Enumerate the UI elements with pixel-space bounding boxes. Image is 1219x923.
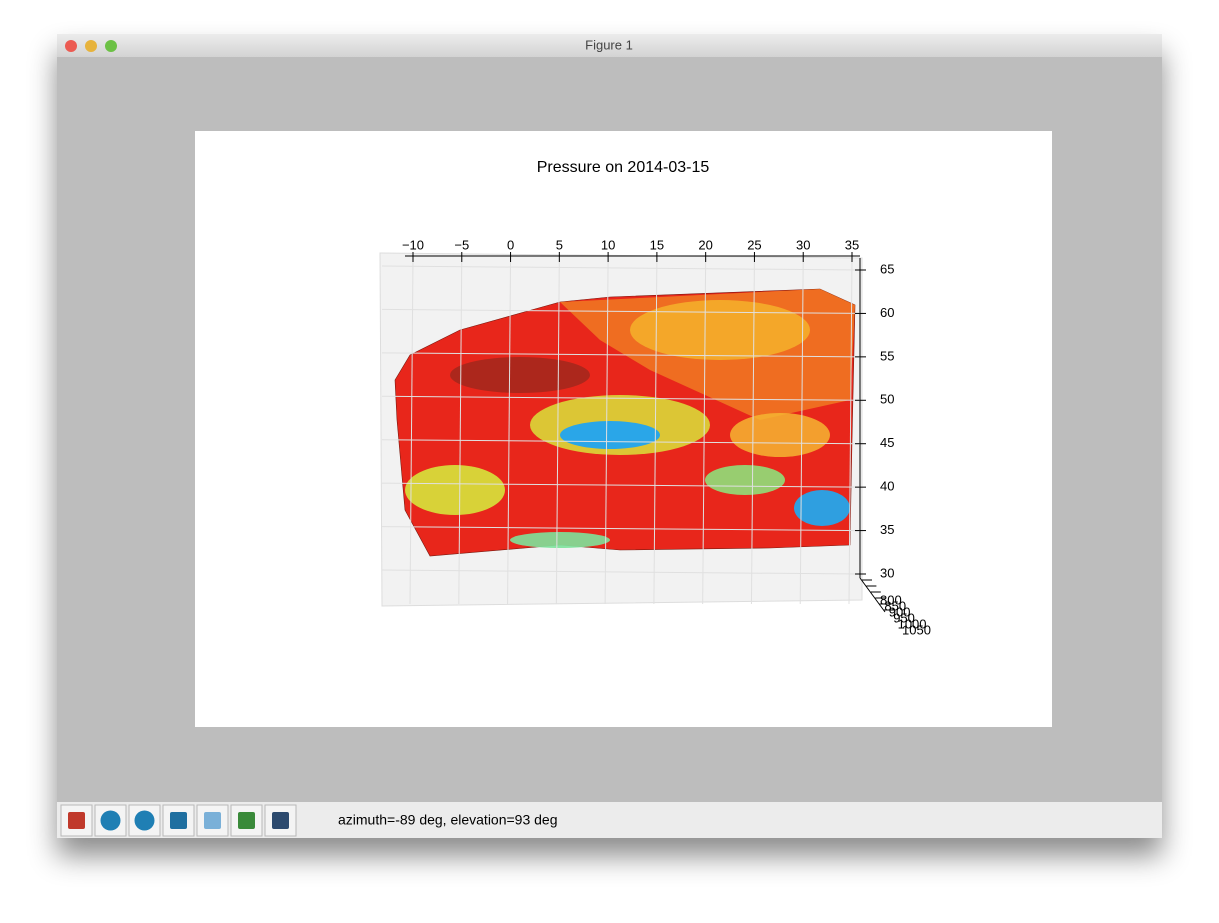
close-button[interactable] (65, 40, 77, 52)
x-tick-label: −5 (454, 237, 469, 252)
surface-patch (730, 413, 830, 457)
minimize-button[interactable] (85, 40, 97, 52)
grid-line (381, 308, 861, 314)
y-tick-label: 55 (880, 348, 894, 363)
z-tick-label: 1050 (902, 622, 931, 637)
surface-patch (630, 300, 810, 360)
button-icon (100, 810, 121, 831)
grid-line (799, 257, 804, 605)
y-tick-label: 35 (880, 522, 894, 537)
window-title: Figure 1 (585, 37, 633, 52)
button-icon (134, 810, 155, 831)
grid-line (653, 257, 658, 605)
save-button[interactable] (264, 804, 297, 837)
x-tick-label: 30 (796, 237, 810, 252)
grid-line (381, 352, 861, 358)
y-tick-label: 45 (880, 435, 894, 450)
surface-patch (794, 490, 850, 526)
y-tick-label: 30 (880, 565, 894, 580)
button-icon (272, 812, 289, 829)
z-tick-label: 950 (893, 610, 915, 625)
figure-title: Pressure on 2014-03-15 (537, 159, 710, 176)
x-tick-label: 20 (698, 237, 712, 252)
grid-line (381, 265, 861, 271)
button-icon (170, 812, 187, 829)
x-tick-label: 15 (650, 237, 664, 252)
window: Figure 1 Pressure on 2014-03-15 −10 −5 0 5 1… (57, 34, 1162, 838)
z-tick-label: 1000 (898, 616, 927, 631)
button-icon (238, 812, 255, 829)
surface-patch (705, 465, 785, 495)
button-icon (204, 812, 221, 829)
x-tick-label: 5 (556, 237, 563, 252)
y-tick-label: 50 (880, 392, 894, 407)
grid-line (409, 257, 414, 605)
title-bar (57, 34, 1162, 57)
surface-patch (405, 465, 505, 515)
grid-line (381, 569, 861, 575)
toolbar-buttons (60, 804, 297, 837)
surface-patch (510, 532, 610, 548)
ticks: −10 −5 0 5 10 15 20 25 30 35303540455055606580085… (381, 237, 931, 637)
grid-line (848, 257, 853, 605)
y-tick-label: 60 (880, 305, 894, 320)
grid-line (507, 257, 512, 605)
x-tick-label: 10 (601, 237, 615, 252)
surface (394, 288, 856, 557)
surface-patch (560, 421, 660, 449)
grid-line (604, 257, 609, 605)
grid-line (702, 257, 707, 605)
y-tick-label: 40 (880, 479, 894, 494)
surface-patch (450, 357, 590, 393)
grid-line (458, 257, 463, 605)
x-tick-label: 0 (507, 237, 514, 252)
zoom-button[interactable] (105, 40, 117, 52)
x-tick-label: 35 (845, 237, 859, 252)
z-tick-label: 900 (889, 604, 911, 619)
grid-line (381, 482, 861, 488)
button-icon (68, 812, 85, 829)
x-tick-label: 25 (747, 237, 761, 252)
grid-line (555, 257, 560, 605)
grid-line (750, 257, 755, 605)
grid-line (381, 395, 861, 401)
x-tick-label: −10 (402, 237, 424, 252)
status-text: azimuth=-89 deg, elevation=93 deg (338, 812, 558, 828)
grid-line (381, 439, 861, 445)
y-tick-label: 65 (880, 261, 894, 276)
grid-line (381, 526, 861, 532)
z-axis (859, 577, 886, 613)
